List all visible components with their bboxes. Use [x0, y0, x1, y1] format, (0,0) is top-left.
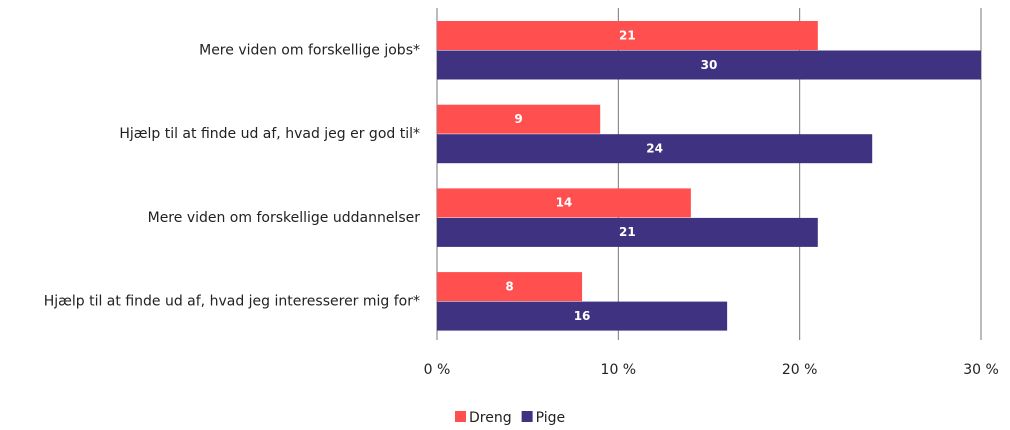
bar	[437, 134, 873, 164]
y-tick-label: Mere viden om forskellige uddannelser	[148, 210, 421, 226]
legend-label: Pige	[536, 410, 566, 426]
value-label: 16	[574, 309, 591, 323]
value-label: 14	[556, 196, 573, 210]
bar	[437, 217, 818, 247]
bar	[437, 21, 818, 50]
bar	[437, 272, 583, 302]
bar	[437, 104, 601, 134]
legend-label: Dreng	[469, 410, 512, 426]
y-tick-label: Hjælp til at finde ud af, hvad jeg er go…	[119, 126, 420, 142]
value-label: 21	[619, 28, 636, 42]
x-tick-label: 20 %	[782, 362, 818, 378]
value-label: 8	[505, 279, 513, 293]
bar	[437, 188, 691, 218]
x-tick-label: 10 %	[601, 362, 637, 378]
value-label: 30	[701, 58, 718, 72]
x-tick-label: 30 %	[963, 362, 999, 378]
y-tick-label: Hjælp til at finde ud af, hvad jeg inter…	[44, 294, 420, 310]
x-tick-label: 0 %	[424, 362, 451, 378]
y-tick-label: Mere viden om forskellige jobs*	[199, 43, 420, 59]
bar	[437, 301, 728, 331]
legend-swatch	[455, 411, 466, 422]
bar	[437, 50, 981, 80]
value-label: 21	[619, 225, 636, 239]
value-label: 9	[514, 112, 522, 126]
value-label: 24	[646, 141, 663, 155]
legend-swatch	[521, 411, 533, 422]
